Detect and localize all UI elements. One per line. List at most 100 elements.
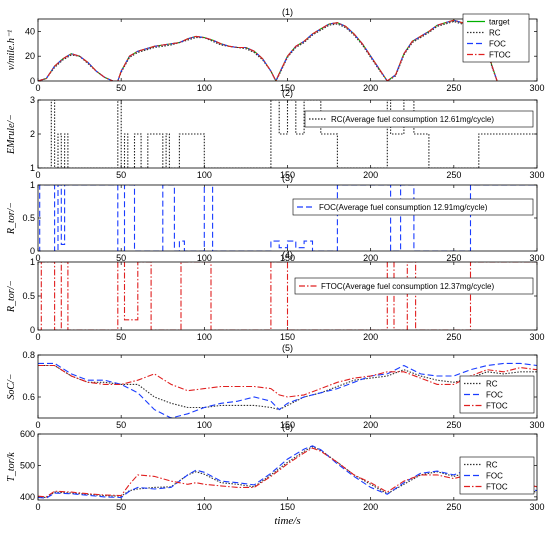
x-tick-label: 150 [280, 83, 295, 93]
x-tick-label: 100 [197, 83, 212, 93]
y-axis-label: R_tor/− [6, 202, 17, 235]
panel-label: (4) [282, 250, 293, 260]
x-tick-label: 100 [197, 170, 212, 180]
x-tick-label: 100 [197, 332, 212, 342]
plot-frame [37, 18, 538, 82]
series-line-2 [38, 445, 537, 499]
x-tick-label: 50 [116, 502, 126, 512]
legend-entry: FOC [486, 472, 503, 481]
panel-4: (4) 0 50 100 150 200 250 300 0 0.5 1 R_tor/− FTOC(Av… [6, 250, 545, 342]
x-tick-label: 250 [446, 253, 461, 263]
y-axis-label: R_tor/− [6, 280, 17, 313]
panel-5: (5) 0 50 100 150 200 250 300 0.6 0.8 SoC/− RC FOC FTO… [6, 343, 545, 430]
x-tick-label: 0 [35, 420, 40, 430]
panel-label: (1) [282, 7, 293, 17]
x-tick-label: 0 [35, 170, 40, 180]
x-tick-label: 250 [446, 83, 461, 93]
legend-entry: FOC [489, 40, 506, 49]
x-axis-label: time/s [274, 515, 300, 527]
x-tick-label: 200 [363, 332, 378, 342]
series-line-1 [38, 364, 537, 411]
x-tick-label: 200 [363, 253, 378, 263]
legend: RC FOC FTOC [459, 456, 535, 495]
x-tick-label: 200 [363, 420, 378, 430]
legend-entry: FTOC [486, 483, 508, 492]
x-tick-label: 300 [529, 170, 544, 180]
series-line-1 [38, 19, 498, 81]
series-line-2 [38, 20, 498, 81]
x-tick-label: 150 [280, 253, 295, 263]
x-tick-label: 150 [280, 170, 295, 180]
y-tick-label: 0.5 [22, 213, 35, 223]
panel-label: (2) [282, 88, 293, 98]
series-line-4 [38, 19, 498, 81]
y-tick-label: 400 [20, 492, 35, 502]
legend-entry: FOC [486, 391, 503, 400]
x-tick-label: 300 [529, 83, 544, 93]
legend-box [459, 456, 535, 495]
x-tick-label: 0 [35, 332, 40, 342]
x-tick-label: 250 [446, 170, 461, 180]
legend-box [459, 375, 535, 414]
plot-frame [37, 261, 538, 331]
y-tick-label: 2 [30, 129, 35, 139]
y-tick-label: 1 [30, 257, 35, 267]
y-tick-label: 20 [25, 51, 35, 61]
x-tick-label: 100 [197, 502, 212, 512]
x-tick-label: 0 [35, 253, 40, 263]
x-tick-label: 300 [529, 420, 544, 430]
series-line-1 [38, 185, 537, 251]
y-axis-label: EMrule/− [6, 114, 17, 155]
y-tick-label: 0 [30, 76, 35, 86]
panel-6: (6) 0 50 100 150 200 250 300 400 500 600 T_tor/ktim… [6, 422, 545, 527]
plot-frame [37, 99, 538, 169]
series-line-1 [38, 100, 537, 168]
y-axis-label: T_tor/k [6, 452, 17, 482]
x-tick-label: 300 [529, 332, 544, 342]
x-tick-label: 50 [116, 420, 126, 430]
legend-entry: FOC(Average fuel consumption 12.91mg/cyc… [319, 203, 488, 212]
legend-entry: RC(Average fuel consumption 12.61mg/cycl… [331, 115, 494, 124]
series-line-3 [38, 19, 498, 81]
x-tick-label: 50 [116, 170, 126, 180]
y-tick-label: 3 [30, 95, 35, 105]
panel-1: (1) 0 50 100 150 200 250 300 0 20 40 v/mile.h⁻¹ targ… [6, 7, 545, 93]
legend: RC(Average fuel consumption 12.61mg/cycl… [304, 110, 534, 128]
legend-box [292, 198, 534, 216]
y-tick-label: 0 [30, 246, 35, 256]
legend: target RC FOC FTOC [462, 13, 530, 63]
legend: FOC(Average fuel consumption 12.91mg/cyc… [292, 198, 534, 216]
panel-label: (5) [282, 343, 293, 353]
legend-entry: RC [486, 461, 498, 470]
y-axis-label: v/mile.h⁻¹ [6, 30, 17, 70]
legend-box [294, 277, 534, 295]
y-tick-label: 1 [30, 180, 35, 190]
legend-entry: FTOC [489, 51, 511, 60]
legend-entry: FTOC [486, 402, 508, 411]
series-line-3 [38, 447, 537, 498]
legend-entry: RC [489, 29, 501, 38]
y-tick-label: 0.8 [22, 350, 35, 360]
series-line-1 [38, 262, 537, 330]
x-tick-label: 300 [529, 502, 544, 512]
x-tick-label: 150 [280, 502, 295, 512]
x-tick-label: 200 [363, 170, 378, 180]
panel-label: (6) [282, 422, 293, 432]
x-tick-label: 50 [116, 332, 126, 342]
y-tick-label: 500 [20, 460, 35, 470]
legend: FTOC(Average fuel consumption 12.37mg/cy… [294, 277, 534, 295]
x-tick-label: 200 [363, 83, 378, 93]
x-tick-label: 50 [116, 83, 126, 93]
x-tick-label: 50 [116, 253, 126, 263]
x-tick-label: 250 [446, 502, 461, 512]
series-line-1 [38, 445, 537, 499]
y-tick-label: 600 [20, 429, 35, 439]
plot-frame [37, 354, 538, 419]
y-tick-label: 1 [30, 163, 35, 173]
series-line-3 [38, 364, 537, 398]
y-tick-label: 0.6 [22, 392, 35, 402]
legend-entry: target [489, 18, 510, 27]
legend: RC FOC FTOC [459, 375, 535, 414]
